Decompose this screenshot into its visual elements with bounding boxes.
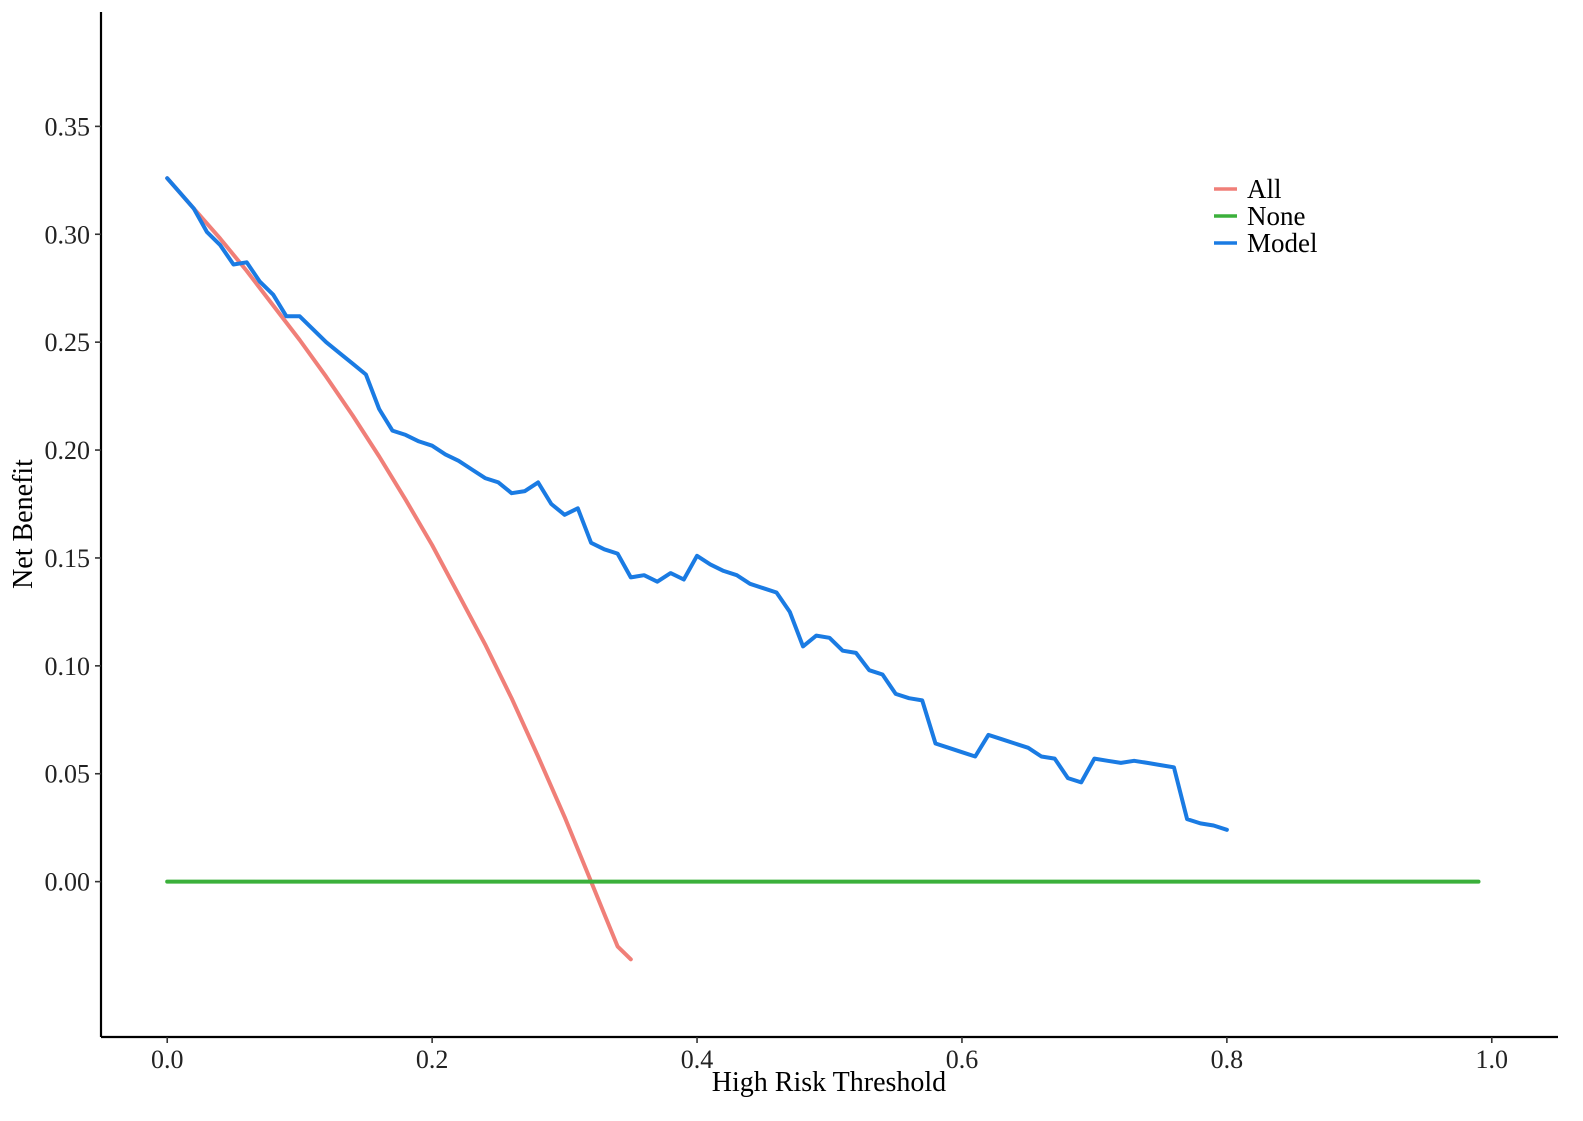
y-ticks: 0.00 0.05 0.10 0.15 0.20 0.25 0.30 0.35 xyxy=(45,112,101,897)
x-tick-label: 1.0 xyxy=(1476,1045,1509,1074)
x-tick-label: 0.8 xyxy=(1211,1045,1244,1074)
y-tick-label: 0.00 xyxy=(45,868,91,897)
axes xyxy=(99,12,1558,1039)
y-tick-label: 0.35 xyxy=(45,112,91,141)
x-ticks: 0.0 0.2 0.4 0.6 0.8 1.0 xyxy=(151,1037,1508,1074)
y-tick-label: 0.15 xyxy=(45,544,91,573)
x-axis-title: High Risk Threshold xyxy=(712,1067,946,1098)
y-tick-label: 0.30 xyxy=(45,220,91,249)
legend-item-model: Model xyxy=(1214,228,1318,258)
legend-label-none: None xyxy=(1247,201,1305,231)
legend-item-none: None xyxy=(1214,201,1305,231)
legend-item-all: All xyxy=(1214,174,1282,204)
x-tick-label: 0.2 xyxy=(416,1045,449,1074)
x-tick-label: 0.6 xyxy=(946,1045,979,1074)
y-tick-label: 0.05 xyxy=(45,760,91,789)
y-tick-label: 0.10 xyxy=(45,652,91,681)
series-line-model xyxy=(165,176,1229,832)
series-line-all xyxy=(165,176,633,962)
y-tick-label: 0.20 xyxy=(45,436,91,465)
y-axis-title: Net Benefit xyxy=(8,459,39,589)
legend: All None Model xyxy=(1214,174,1318,258)
series-layer xyxy=(165,176,1481,962)
legend-label-all: All xyxy=(1247,174,1282,204)
x-tick-label: 0.0 xyxy=(151,1045,184,1074)
y-tick-label: 0.25 xyxy=(45,328,91,357)
x-tick-label: 0.4 xyxy=(681,1045,714,1074)
legend-label-model: Model xyxy=(1247,228,1318,258)
